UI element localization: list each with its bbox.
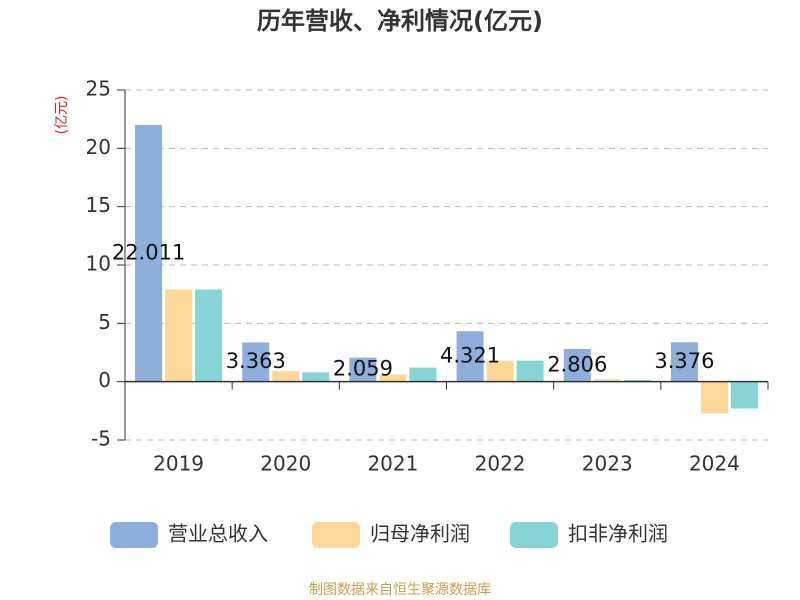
legend-label: 营业总收入 [168,522,268,546]
legend-label: 扣非净利润 [568,522,668,546]
y-tick-label: 5 [98,310,111,334]
data-label: 2.806 [547,352,607,376]
y-axis-label: (亿元) [54,96,70,135]
bar [379,374,407,382]
legend-swatch [312,522,360,548]
x-tick-label: 2023 [582,452,633,476]
data-label: 3.376 [654,349,714,373]
data-label: 2.059 [333,357,393,381]
bar [302,372,330,382]
y-tick-label: 25 [86,77,111,101]
y-tick-label: 0 [98,368,111,392]
bar [349,357,377,382]
x-tick-label: 2019 [153,452,204,476]
x-tick-label: 2021 [367,452,418,476]
y-tick-label: 15 [86,193,111,217]
legend-swatch [510,522,558,548]
bar [135,124,163,382]
bar [242,342,270,382]
legend-swatch [110,522,158,548]
x-tick-label: 2020 [260,452,311,476]
data-label: 3.363 [226,349,286,373]
data-label: 4.321 [440,343,500,367]
bar [456,331,484,382]
bar [195,289,223,382]
bar [165,289,193,382]
data-label: 22.011 [112,240,185,264]
x-tick-label: 2022 [475,452,526,476]
bar [409,367,437,382]
y-tick-label: -5 [91,427,111,451]
x-tick-label: 2024 [689,452,740,476]
bar [730,381,758,409]
source-note: 制图数据来自恒生聚源数据库 [309,582,491,598]
bar [670,342,698,382]
bar [272,371,300,382]
bar [700,381,728,414]
chart-title: 历年营收、净利情况(亿元) [257,7,543,35]
bar [486,360,514,382]
bar [623,379,651,382]
y-tick-label: 20 [86,135,111,159]
bar [563,348,591,382]
bar [593,379,621,382]
y-tick-label: 10 [86,252,111,276]
legend-label: 归母净利润 [370,522,470,546]
bar [516,360,544,382]
